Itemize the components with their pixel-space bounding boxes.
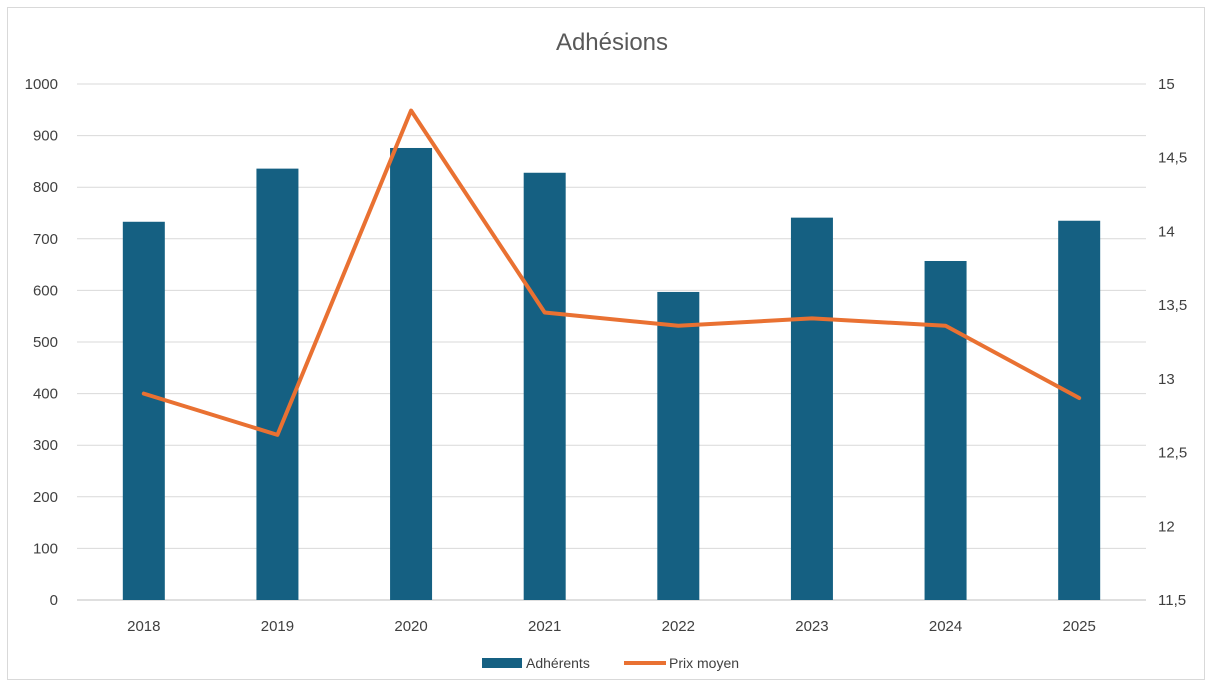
left-tick-label: 1000 bbox=[25, 76, 58, 93]
right-tick-label: 12,5 bbox=[1158, 445, 1187, 462]
x-axis: 2018 2019 2020 2021 2022 2023 2024 2025 bbox=[127, 618, 1096, 635]
left-tick-label: 400 bbox=[33, 386, 58, 403]
left-tick-label: 300 bbox=[33, 437, 58, 454]
bar-adherents-2025 bbox=[1058, 220, 1101, 601]
right-tick-label: 14,5 bbox=[1158, 150, 1187, 167]
line-series bbox=[141, 108, 1082, 437]
right-tick-label: 11,5 bbox=[1158, 592, 1186, 609]
bar-adherents-2018 bbox=[122, 221, 165, 600]
left-tick-label: 900 bbox=[33, 128, 58, 145]
left-tick-label: 200 bbox=[33, 489, 58, 506]
right-tick-label: 14 bbox=[1158, 223, 1175, 240]
right-tick-label: 13,5 bbox=[1158, 297, 1187, 314]
right-tick-label: 15 bbox=[1158, 76, 1175, 93]
bar-adherents-2022 bbox=[657, 291, 700, 600]
x-tick-label: 2020 bbox=[394, 618, 427, 635]
x-tick-label: 2023 bbox=[795, 618, 828, 635]
bar-adherents-2019 bbox=[256, 168, 299, 600]
right-tick-label: 13 bbox=[1158, 371, 1175, 388]
bar-series bbox=[122, 147, 1101, 601]
x-tick-label: 2018 bbox=[127, 618, 160, 635]
chart-title: Adhésions bbox=[556, 29, 668, 56]
line-prix-moyen bbox=[141, 108, 1082, 437]
bar-adherents-2023 bbox=[790, 217, 833, 601]
legend-label-prix-moyen: Prix moyen bbox=[669, 655, 739, 671]
left-tick-label: 800 bbox=[33, 179, 58, 196]
left-tick-label: 100 bbox=[33, 540, 58, 557]
x-tick-label: 2025 bbox=[1063, 618, 1096, 635]
bar-adherents-2020 bbox=[390, 147, 433, 600]
left-tick-label: 700 bbox=[33, 231, 58, 248]
gridlines bbox=[77, 83, 1146, 601]
legend-label-adherents: Adhérents bbox=[526, 655, 590, 671]
x-tick-label: 2022 bbox=[662, 618, 695, 635]
left-axis: 0 100 200 300 400 500 600 700 800 900 1000 bbox=[25, 76, 58, 609]
x-tick-label: 2024 bbox=[929, 618, 962, 635]
left-tick-label: 600 bbox=[33, 282, 58, 299]
bar-adherents-2021 bbox=[523, 172, 566, 600]
x-tick-label: 2021 bbox=[528, 618, 561, 635]
left-tick-label: 500 bbox=[33, 334, 58, 351]
x-tick-label: 2019 bbox=[261, 618, 294, 635]
bar-adherents-2024 bbox=[924, 260, 967, 600]
right-axis: 11,5 12 12,5 13 13,5 14 14,5 15 bbox=[1158, 76, 1187, 609]
left-tick-label: 0 bbox=[50, 592, 58, 609]
chart-frame bbox=[7, 7, 1205, 680]
legend: Adhérents Prix moyen bbox=[482, 655, 739, 671]
legend-swatch-adherents bbox=[482, 658, 522, 668]
right-tick-label: 12 bbox=[1158, 518, 1175, 535]
